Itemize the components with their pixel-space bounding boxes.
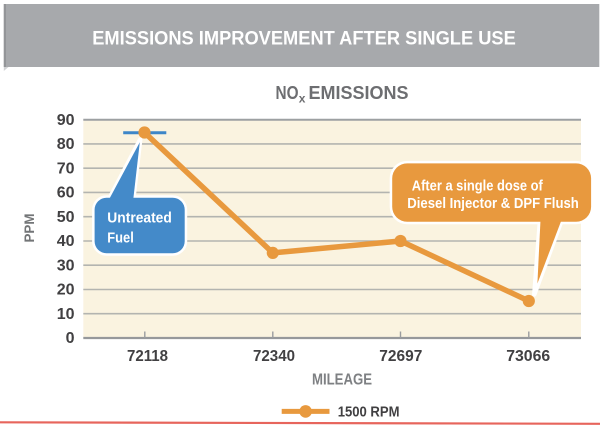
- svg-text:60: 60: [57, 185, 75, 202]
- svg-text:90: 90: [57, 112, 75, 129]
- svg-text:72118: 72118: [127, 348, 168, 365]
- svg-text:30: 30: [57, 257, 75, 274]
- svg-text:EMISSIONS: EMISSIONS: [309, 83, 409, 103]
- svg-text:72697: 72697: [379, 348, 422, 365]
- svg-text:Fuel: Fuel: [107, 230, 134, 247]
- svg-text:40: 40: [57, 233, 75, 250]
- svg-text:x: x: [299, 91, 306, 105]
- svg-text:EMISSIONS IMPROVEMENT AFTER SI: EMISSIONS IMPROVEMENT AFTER SINGLE USE: [92, 28, 516, 49]
- svg-text:20: 20: [57, 282, 75, 299]
- svg-text:PPM: PPM: [21, 214, 37, 243]
- svg-text:Diesel Injector & DPF Flush: Diesel Injector & DPF Flush: [407, 195, 579, 212]
- svg-text:50: 50: [57, 209, 75, 226]
- svg-text:1500 RPM: 1500 RPM: [338, 404, 400, 421]
- svg-text:10: 10: [57, 306, 75, 323]
- svg-text:73066: 73066: [506, 348, 550, 365]
- svg-text:Untreated: Untreated: [107, 210, 172, 227]
- svg-text:MILEAGE: MILEAGE: [312, 372, 372, 389]
- svg-text:0: 0: [66, 330, 75, 347]
- svg-text:NO: NO: [276, 83, 299, 103]
- svg-text:70: 70: [57, 160, 75, 177]
- svg-text:After a single dose of: After a single dose of: [412, 177, 544, 194]
- svg-text:80: 80: [57, 136, 75, 153]
- svg-text:72340: 72340: [253, 348, 295, 365]
